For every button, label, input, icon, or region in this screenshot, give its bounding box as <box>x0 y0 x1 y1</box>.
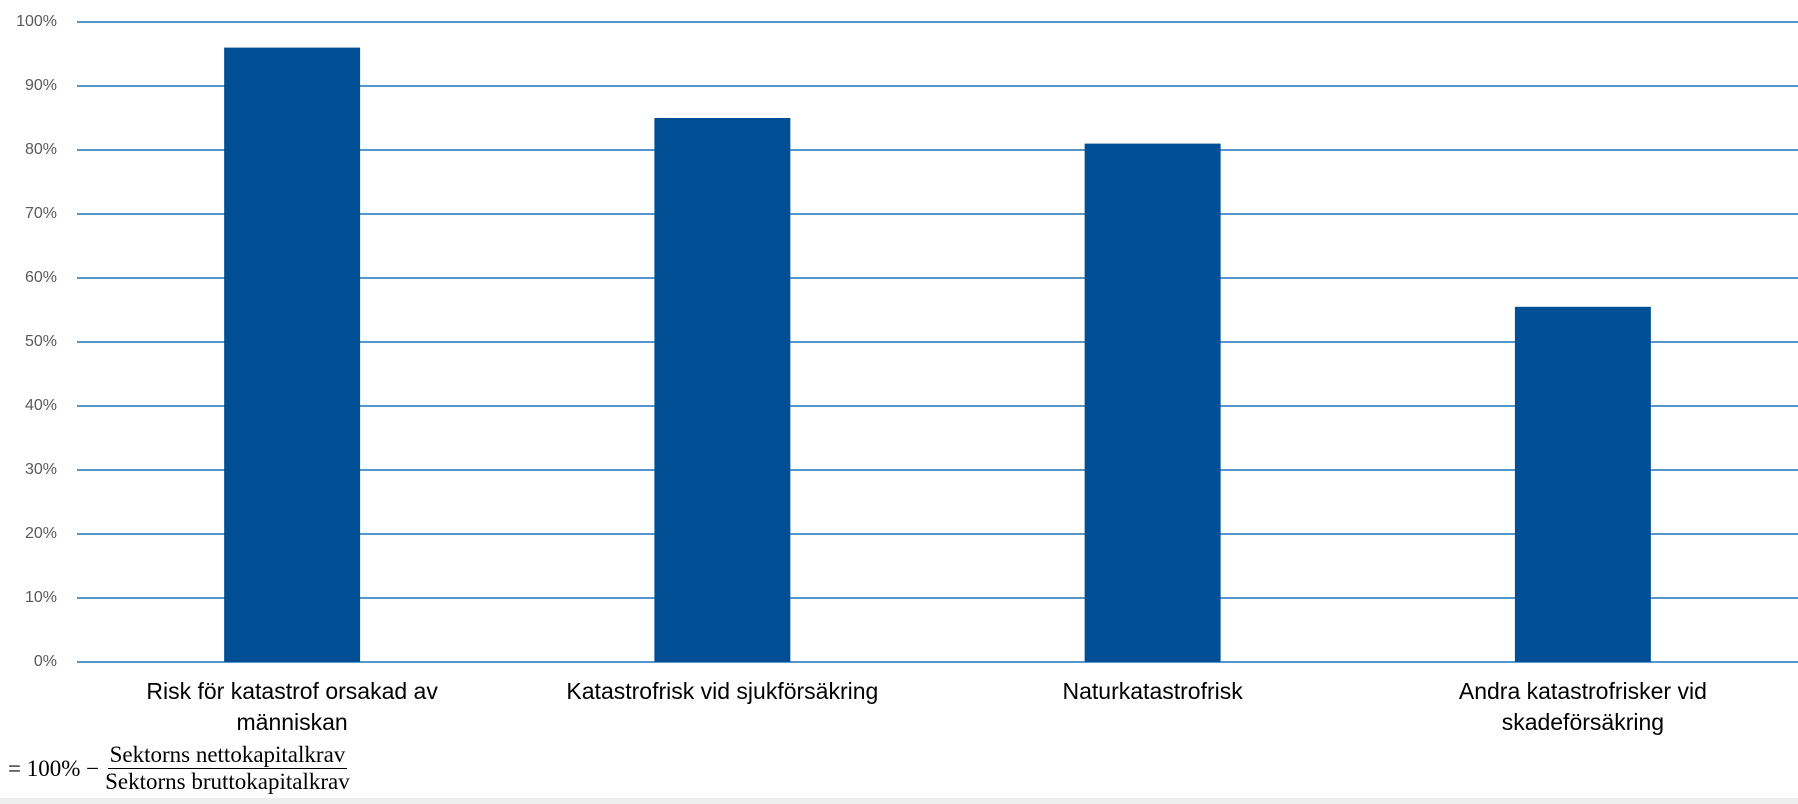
y-tick-label: 90% <box>25 77 57 94</box>
x-tick-label: Naturkatastrofrisk <box>1062 678 1243 704</box>
y-tick-label: 70% <box>25 205 57 222</box>
y-tick-label: 80% <box>25 141 57 158</box>
fraction: Sektorns nettokapitalkrav Sektorns brutt… <box>105 742 350 795</box>
bar <box>224 47 361 663</box>
formula: = 100% − Sektorns nettokapitalkrav Sekto… <box>8 742 350 795</box>
bar <box>1084 143 1221 663</box>
y-tick-label: 10% <box>25 589 57 606</box>
y-tick-label: 30% <box>25 461 57 478</box>
x-tick-label: Katastrofrisk vid sjukförsäkring <box>566 678 879 704</box>
y-tick-label: 50% <box>25 333 57 350</box>
y-tick-label: 40% <box>25 397 57 414</box>
y-tick-label: 100% <box>16 13 57 30</box>
bar <box>1514 306 1651 662</box>
formula-prefix: = 100% − <box>8 755 100 781</box>
bar <box>654 118 791 662</box>
x-tick-label: Risk för katastrof orsakad av människan <box>146 678 438 735</box>
y-tick-label: 0% <box>34 653 57 670</box>
chart: 0% 10% 20% 30% 40% 50% 60% 70% 80% 90% 100% <box>16 13 1798 670</box>
bottom-strip <box>0 798 1798 804</box>
x-tick-label: Andra katastrofrisker vid skadeförsäkrin… <box>1458 678 1707 735</box>
numerator: Sektorns nettokapitalkrav <box>107 742 348 769</box>
y-tick-label: 60% <box>25 269 57 286</box>
y-tick-label: 20% <box>25 525 57 542</box>
denominator: Sektorns bruttokapitalkrav <box>105 769 350 794</box>
